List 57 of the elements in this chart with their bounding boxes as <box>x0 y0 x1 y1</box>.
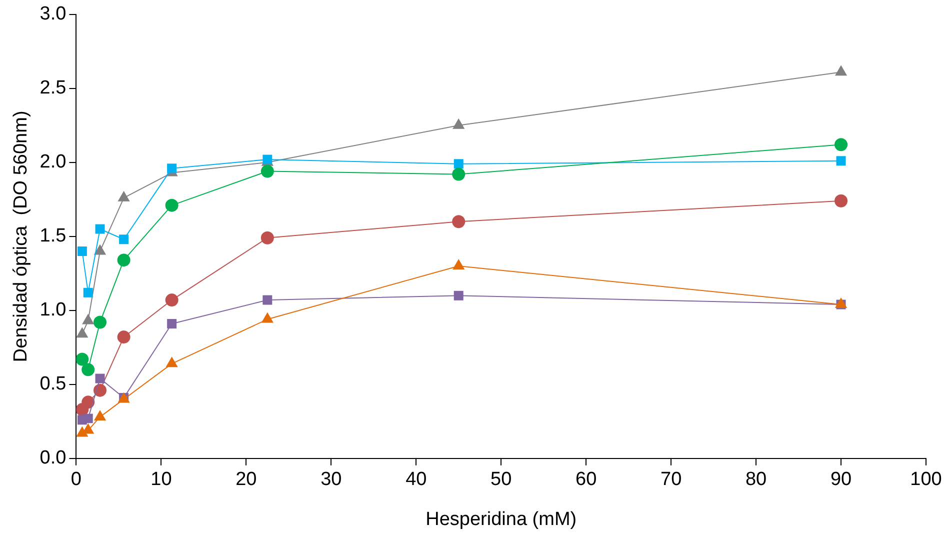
point <box>82 314 94 324</box>
point <box>82 396 95 409</box>
x-tick-label: 30 <box>320 469 342 490</box>
y-tick-label: 2.0 <box>40 152 66 173</box>
point <box>83 414 93 424</box>
point <box>454 159 464 169</box>
point <box>835 66 847 76</box>
point <box>76 328 88 338</box>
point <box>836 156 846 166</box>
point <box>452 118 464 129</box>
point <box>82 363 95 376</box>
x-tick-label: 90 <box>830 469 852 490</box>
point <box>167 164 177 174</box>
point <box>76 352 89 366</box>
point <box>166 357 178 368</box>
point <box>77 246 87 256</box>
x-tick-label: 100 <box>910 469 942 490</box>
point <box>452 215 466 228</box>
y-tick-label: 1.5 <box>40 226 66 247</box>
point <box>83 288 93 298</box>
point <box>167 318 177 328</box>
point <box>119 234 129 244</box>
x-tick-label: 60 <box>576 469 597 490</box>
x-tick-label: 50 <box>490 469 512 490</box>
point <box>94 316 107 329</box>
point <box>165 198 178 212</box>
x-tick-label: 10 <box>150 469 172 490</box>
point <box>117 254 130 267</box>
x-tick-label: 0 <box>70 469 82 490</box>
point <box>94 384 107 397</box>
point <box>452 260 464 270</box>
point <box>94 244 106 255</box>
y-tick-label: 1.0 <box>40 300 66 321</box>
point <box>260 164 274 178</box>
point <box>262 312 274 323</box>
x-tick-label: 70 <box>660 469 682 490</box>
point <box>454 290 464 300</box>
point <box>165 294 178 307</box>
point <box>834 194 848 208</box>
x-tick-label: 40 <box>406 469 427 490</box>
x-tick-label: 80 <box>745 469 767 490</box>
point <box>452 168 466 181</box>
point <box>95 224 105 234</box>
x-axis-title: Hesperidina (mM) <box>426 508 577 530</box>
point <box>260 231 274 244</box>
point <box>262 295 272 305</box>
y-tick-label: 2.5 <box>40 78 66 99</box>
point <box>94 410 106 420</box>
y-tick-label: 0.5 <box>40 374 66 395</box>
point <box>118 191 130 202</box>
y-tick-label: 0.0 <box>40 448 66 469</box>
point <box>95 374 105 384</box>
point <box>117 330 130 344</box>
x-tick-label: 20 <box>236 469 257 490</box>
y-axis-title: Densidad óptica (DO 560nm) <box>10 110 32 362</box>
y-tick-label: 3.0 <box>40 4 66 25</box>
point <box>834 138 848 152</box>
